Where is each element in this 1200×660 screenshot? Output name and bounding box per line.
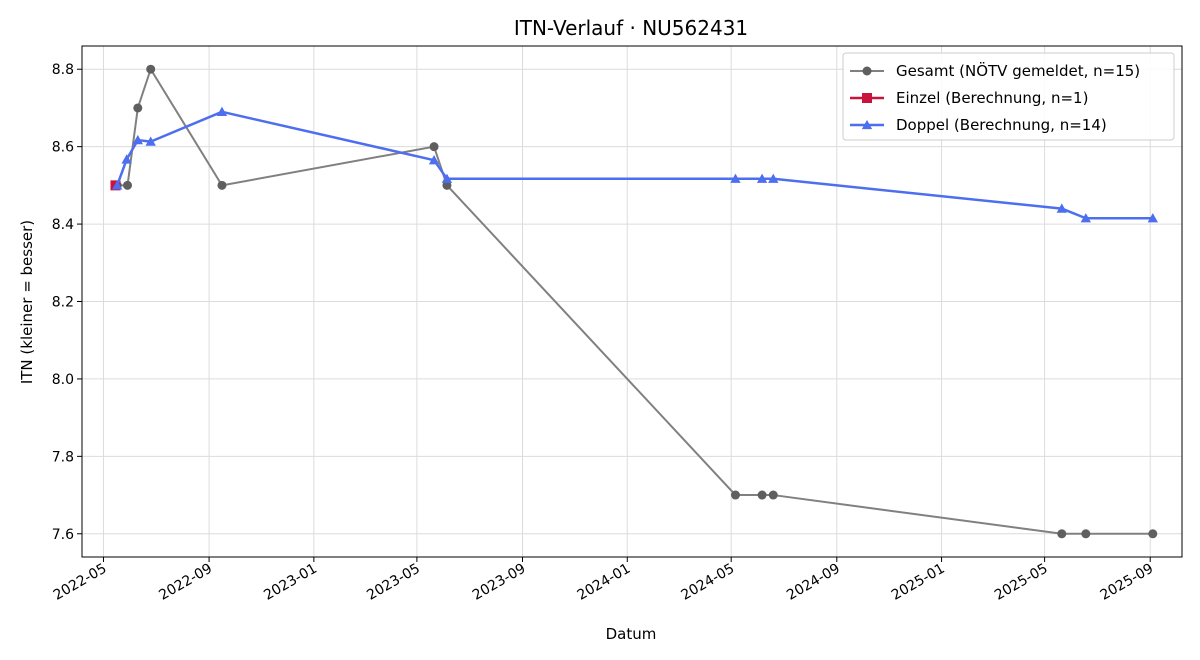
x-tick-label: 2025-05 xyxy=(992,561,1051,604)
data-point xyxy=(730,490,740,500)
data-point xyxy=(132,134,143,145)
y-tick-label: 7.6 xyxy=(52,527,74,543)
x-tick-label: 2023-05 xyxy=(364,561,423,604)
y-tick-label: 8.8 xyxy=(52,62,74,78)
series-gesamt xyxy=(112,64,1158,539)
data-point xyxy=(123,180,133,190)
data-point xyxy=(768,490,778,500)
legend-label: Gesamt (NÖTV gemeldet, n=15) xyxy=(896,61,1140,80)
data-point xyxy=(756,173,768,183)
x-axis-label: Datum xyxy=(606,625,657,643)
x-tick-label: 2024-05 xyxy=(679,561,738,604)
x-tick-label: 2022-09 xyxy=(156,561,215,604)
legend: Gesamt (NÖTV gemeldet, n=15) Einzel (Bere… xyxy=(842,52,1175,141)
legend-marker xyxy=(862,66,872,76)
legend-label: Doppel (Berechnung, n=14) xyxy=(896,116,1107,134)
y-tick-label: 8.4 xyxy=(52,217,74,233)
data-point xyxy=(730,173,741,183)
x-tick-label: 2023-09 xyxy=(470,561,529,604)
grid xyxy=(82,46,1182,557)
x-tick-label: 2025-01 xyxy=(889,561,948,604)
y-tick-label: 8.6 xyxy=(52,140,74,156)
legend-box xyxy=(842,52,1175,141)
legend-label: Einzel (Berechnung, n=1) xyxy=(896,89,1088,107)
y-axis: 7.6 7.8 8.0 8.2 8.4 8.6 8.8 xyxy=(52,62,82,543)
data-point xyxy=(112,180,123,190)
data-point xyxy=(1147,213,1158,223)
data-point xyxy=(429,142,439,152)
data-point xyxy=(146,64,156,74)
y-tick-label: 8.2 xyxy=(52,295,74,311)
x-tick-label: 2024-09 xyxy=(784,561,843,604)
data-point xyxy=(145,136,156,146)
legend-entry: Einzel (Berechnung, n=1) xyxy=(850,89,1088,107)
chart-title: ITN-Verlauf · NU562431 xyxy=(514,16,748,40)
data-point xyxy=(1148,529,1158,539)
data-point xyxy=(133,103,143,113)
x-tick-label: 2025-09 xyxy=(1098,561,1157,604)
series-doppel xyxy=(112,106,1158,223)
x-tick-label: 2024-01 xyxy=(575,561,634,604)
legend-entry: Gesamt (NÖTV gemeldet, n=15) xyxy=(850,61,1140,80)
data-point xyxy=(121,154,132,164)
legend-marker xyxy=(861,119,873,130)
data-point xyxy=(768,173,779,183)
data-point xyxy=(1057,529,1067,539)
y-axis-label: ITN (kleiner = besser) xyxy=(18,220,36,384)
data-point xyxy=(757,490,767,500)
x-tick-label: 2022-05 xyxy=(51,561,110,604)
data-point xyxy=(441,173,453,183)
legend-marker xyxy=(862,93,872,103)
y-tick-label: 7.8 xyxy=(52,449,74,465)
data-point xyxy=(1056,203,1067,213)
series-layer xyxy=(110,64,1158,539)
data-point xyxy=(428,155,440,165)
x-axis: 2022-05 2022-09 2023-01 2023-05 2023-09 2024-… xyxy=(51,557,1156,604)
y-tick-label: 8.0 xyxy=(52,372,74,388)
data-point xyxy=(217,180,227,190)
x-tick-label: 2023-01 xyxy=(261,561,320,604)
data-point xyxy=(1081,529,1091,539)
legend-entry: Doppel (Berechnung, n=14) xyxy=(850,116,1107,134)
data-point xyxy=(442,180,452,190)
data-point xyxy=(216,106,228,116)
data-point xyxy=(1080,213,1092,223)
